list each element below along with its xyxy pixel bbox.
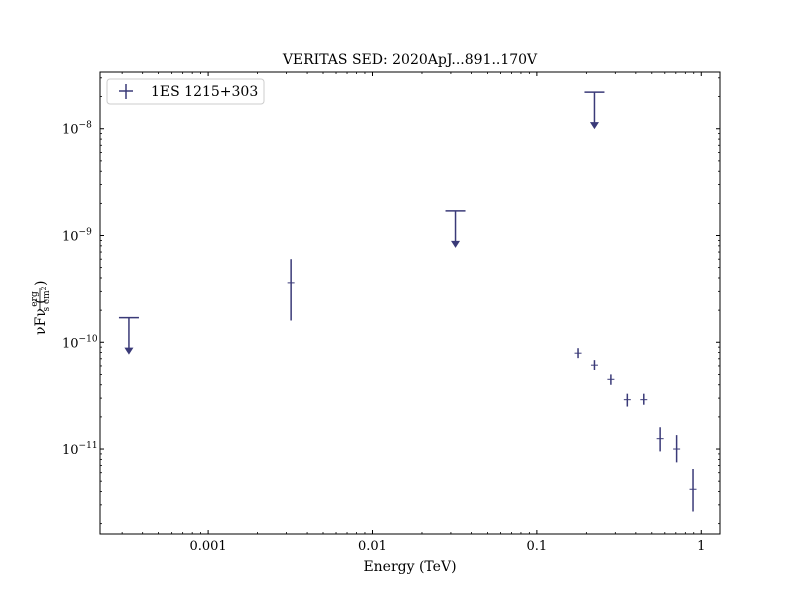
legend-box bbox=[106, 78, 265, 105]
legend-entry-label: 1ES 1215+303 bbox=[151, 84, 258, 100]
x-axis-label: Energy (TeV) bbox=[363, 559, 456, 575]
x-tick-label: 1 bbox=[697, 539, 705, 554]
upper-limit-arrowhead bbox=[124, 347, 134, 355]
y-axis-label-main: νFν ( bbox=[33, 298, 49, 335]
data-point bbox=[590, 360, 598, 370]
data-point bbox=[287, 259, 295, 321]
data-point bbox=[640, 393, 648, 405]
y-tick-label: 10−10 bbox=[62, 334, 98, 351]
data-point bbox=[689, 469, 697, 512]
chart-title: VERITAS SED: 2020ApJ...891..170V bbox=[282, 52, 538, 68]
y-tick-label: 10−8 bbox=[62, 121, 92, 138]
data-point bbox=[607, 374, 615, 385]
y-axis-label-numerator: erg bbox=[30, 291, 40, 307]
y-axis-label: νFν ( erg s cm2 ) bbox=[30, 281, 52, 335]
plot-frame bbox=[99, 71, 721, 535]
upper-limit-point bbox=[584, 91, 605, 130]
data-point bbox=[623, 393, 631, 407]
y-tick-label: 10−9 bbox=[62, 228, 92, 245]
x-tick-label: 0.1 bbox=[527, 539, 548, 554]
upper-limit-arrowhead bbox=[451, 240, 461, 248]
upper-limit-point bbox=[118, 316, 139, 355]
y-axis-label-denominator: s cm2 bbox=[41, 286, 52, 311]
y-axis-label-close: ) bbox=[33, 281, 49, 286]
data-point bbox=[656, 427, 664, 452]
upper-limit-point bbox=[445, 210, 466, 248]
x-axis-ticks: 0.001 0.01 0.1 1 bbox=[121, 72, 705, 554]
x-tick-label: 0.001 bbox=[189, 539, 226, 554]
upper-limit-arrowhead bbox=[589, 122, 599, 130]
data-point bbox=[673, 435, 681, 463]
y-tick-label: 10−11 bbox=[62, 441, 98, 458]
legend: 1ES 1215+303 bbox=[106, 78, 265, 105]
x-tick-label: 0.01 bbox=[358, 539, 387, 554]
data-point bbox=[574, 348, 582, 359]
data-points bbox=[118, 91, 697, 512]
